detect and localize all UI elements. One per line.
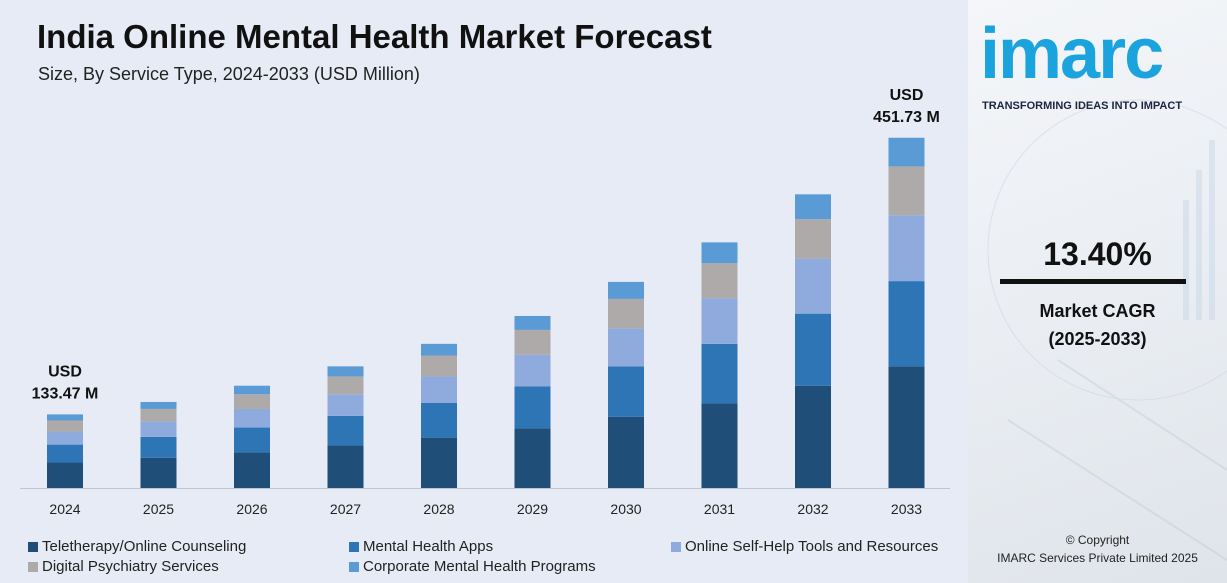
stacked-bar-chart: 2024 USD 133.47 M 2025 2026 2027 2028 2029 2030 2… — [20, 87, 950, 517]
cagr-label-line1: Market CAGR — [1039, 301, 1156, 321]
copyright: © Copyright IMARC Services Private Limit… — [968, 531, 1227, 567]
bar-total-label: USD — [890, 87, 924, 104]
bar-segment — [608, 416, 644, 488]
chart-subtitle: Size, By Service Type, 2024-2033 (USD Mi… — [38, 64, 420, 84]
bar-segment — [47, 462, 83, 488]
bar-segment — [608, 281, 644, 299]
bar-segment — [888, 166, 925, 216]
bar-segment — [795, 313, 831, 386]
bar-segment — [140, 457, 177, 488]
bar-segment — [514, 315, 551, 330]
bar-segment — [608, 366, 644, 417]
legend-label: Digital Psychiatry Services — [42, 558, 219, 575]
bar-segment — [327, 415, 364, 446]
bar-segment — [327, 366, 364, 377]
bar-segment — [795, 258, 831, 314]
bar-segment — [234, 452, 270, 488]
legend-swatch — [671, 541, 681, 552]
bar-segment — [608, 298, 644, 329]
legend-swatch — [349, 541, 359, 552]
bar-segment — [234, 394, 270, 409]
bar-segment — [888, 366, 925, 488]
x-tick-label: 2032 — [797, 501, 828, 517]
x-tick-label: 2024 — [49, 501, 80, 517]
bar-segment — [795, 219, 831, 259]
bar-segment — [421, 355, 457, 377]
bar-segment — [701, 403, 738, 488]
legend-item: Online Self-Help Tools and Resources — [671, 538, 938, 555]
copyright-line1: © Copyright — [1065, 533, 1130, 547]
legend-swatch — [28, 561, 38, 572]
brand-panel: imarc TRANSFORMING IDEAS INTO IMPACT 13.… — [968, 0, 1227, 583]
x-tick-label: 2025 — [143, 501, 174, 517]
bar-segment — [514, 329, 551, 355]
bar-segment — [514, 354, 551, 387]
bar-segment — [234, 385, 270, 395]
bar-segment — [421, 437, 457, 488]
bar-segment — [888, 137, 925, 167]
bar-segment — [140, 436, 177, 458]
bar-segment — [140, 401, 177, 409]
bar-segment — [888, 281, 925, 367]
bar-total-label: 133.47 M — [32, 385, 99, 402]
legend-swatch — [349, 561, 359, 572]
x-tick-label: 2033 — [891, 501, 922, 517]
legend-label: Online Self-Help Tools and Resources — [685, 538, 939, 555]
bar-segment — [701, 242, 738, 264]
bar-segment — [234, 408, 270, 428]
legend-label: Mental Health Apps — [363, 538, 494, 555]
x-tick-label: 2030 — [610, 501, 641, 517]
bar-segment — [701, 298, 738, 344]
bar-segment — [421, 402, 457, 438]
bar-segment — [608, 328, 644, 367]
legend-label: Teletherapy/Online Counseling — [42, 538, 247, 555]
legend-label: Corporate Mental Health Programs — [363, 558, 596, 575]
bar-segment — [47, 431, 83, 445]
bar-segment — [421, 343, 457, 356]
background-chart-art-icon — [987, 99, 1227, 561]
x-tick-label: 2027 — [330, 501, 361, 517]
x-tick-label: 2028 — [423, 501, 454, 517]
x-tick-label: 2031 — [704, 501, 735, 517]
copyright-line2: IMARC Services Private Limited 2025 — [997, 551, 1198, 565]
bar-segment — [47, 444, 83, 463]
bar-total-label: USD — [48, 363, 82, 380]
bar-segment — [327, 394, 364, 416]
legend-swatch — [28, 541, 38, 552]
bar-total-label: 451.73 M — [873, 109, 940, 126]
bar-segment — [701, 343, 738, 404]
legend-item: Digital Psychiatry Services — [28, 558, 219, 575]
legend-item: Corporate Mental Health Programs — [349, 558, 596, 575]
logo-tagline: TRANSFORMING IDEAS INTO IMPACT — [982, 100, 1183, 112]
cagr-label: Market CAGR (2025-2033) — [968, 297, 1227, 353]
cagr-value: 13.40% — [1043, 236, 1152, 272]
bar-segment — [514, 386, 551, 429]
bar-segment — [888, 215, 925, 282]
bar-segment — [514, 428, 551, 488]
bar-segment — [140, 408, 177, 422]
bar-segment — [47, 420, 83, 432]
legend-item: Teletherapy/Online Counseling — [28, 538, 246, 555]
x-tick-label: 2026 — [236, 501, 267, 517]
bar-segment — [327, 376, 364, 395]
bar-segment — [140, 421, 177, 437]
cagr-divider — [1000, 279, 1186, 284]
x-tick-label: 2029 — [517, 501, 548, 517]
bar-segment — [234, 427, 270, 453]
bar-segment — [701, 263, 738, 299]
bar-segment — [421, 376, 457, 403]
bar-segment — [795, 385, 831, 488]
cagr-label-line2: (2025-2033) — [1048, 329, 1147, 349]
imarc-logo: imarc — [980, 14, 1164, 94]
legend-item: Mental Health Apps — [349, 538, 493, 555]
bar-segment — [47, 414, 83, 421]
bar-segment — [795, 194, 831, 220]
bar-segment — [327, 445, 364, 488]
chart-title: India Online Mental Health Market Foreca… — [37, 18, 712, 55]
